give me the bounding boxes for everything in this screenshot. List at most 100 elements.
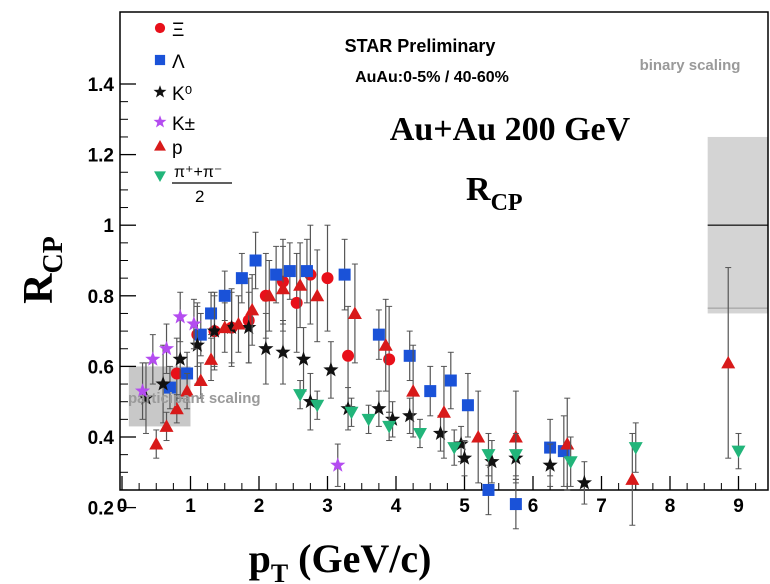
x-tick-label: 9 [733, 496, 744, 517]
y-tick-label: 1.2 [88, 146, 114, 167]
data-point [169, 401, 184, 415]
data-point [402, 407, 418, 423]
data-point [138, 390, 154, 405]
y-tick-label: 0.2 [88, 499, 114, 520]
data-point [241, 319, 257, 335]
data-point [186, 316, 202, 331]
data-point [194, 328, 207, 341]
data-point [424, 385, 437, 398]
y-tick-label: 0.6 [88, 357, 114, 378]
data-point [444, 374, 457, 387]
x-axis-title: pT (GeV/c) [249, 536, 432, 584]
axes: 0 1 2 3 4 5 6 7 8 9 0.2 0.4 0.6 0.8 1 1.2 1.4 [88, 11, 769, 520]
data-point [576, 474, 592, 490]
y-tick-label: 1.4 [88, 75, 115, 96]
legend-label: Λ [172, 52, 185, 73]
data-point [453, 436, 469, 451]
data-point [193, 373, 208, 387]
x-axis-title-sub: T [271, 559, 288, 584]
data-point [217, 320, 232, 334]
centrality-label: AuAu:0-5% / 40-60% [355, 69, 509, 86]
legend-marker [154, 54, 166, 66]
data-point [563, 456, 578, 469]
data-point [461, 399, 474, 412]
data-point [447, 442, 462, 455]
data-point [436, 405, 451, 418]
data-point [378, 338, 393, 351]
data-point [406, 384, 421, 397]
data-point [149, 437, 164, 450]
data-point [270, 268, 283, 281]
data-point [163, 381, 176, 394]
data-point [371, 400, 387, 416]
data-point [258, 340, 274, 356]
participant-scaling-label: participant scaling [128, 390, 261, 407]
data-point [293, 278, 308, 291]
y-axis-title: RCP [16, 236, 69, 304]
data-point [508, 449, 523, 462]
data-point [628, 442, 643, 455]
legend-marker [153, 85, 167, 98]
x-axis-title-unit: (GeV/c) [288, 536, 431, 581]
binary-scaling-label: binary scaling [640, 57, 741, 74]
data-point [721, 355, 736, 369]
data-point [310, 399, 325, 413]
data-point [310, 288, 325, 302]
data-point [204, 352, 219, 365]
plot-frame [119, 11, 769, 491]
legend-marker [154, 22, 166, 34]
y-axis-title-sub: CP [38, 236, 69, 273]
data-point [170, 367, 183, 380]
data-point [625, 472, 640, 485]
data-point [302, 393, 318, 409]
data-point [471, 430, 486, 443]
system-label: Au+Au 200 GeV [390, 111, 631, 148]
data-point [262, 288, 277, 302]
data-point [347, 306, 362, 319]
series-5 [293, 380, 746, 487]
y-tick-label: 1 [103, 216, 114, 237]
legend: ΞΛ K⁰ K± p π⁺+π⁻ 2 [153, 20, 232, 206]
data-point [290, 296, 303, 309]
x-tick-label: 8 [665, 496, 676, 517]
data-point [542, 457, 558, 472]
data-point [206, 323, 223, 338]
data-point [180, 384, 195, 397]
data-point [383, 353, 396, 366]
data-point [321, 272, 334, 285]
data-point [172, 308, 188, 324]
x-tick-label: 4 [391, 496, 402, 517]
data-point [158, 340, 175, 356]
data-point [293, 389, 308, 402]
data-point [484, 453, 500, 469]
x-tick-label: 6 [528, 496, 539, 517]
data-point [295, 351, 312, 366]
data-point [231, 317, 246, 330]
x-tick-label: 0 [117, 496, 128, 517]
data-point [344, 406, 359, 420]
data-point [338, 268, 351, 281]
data-point [456, 450, 473, 465]
x-axis-title-main: p [249, 536, 271, 581]
rcp-annotation-main: R [466, 171, 491, 208]
rcp-annotation: RCP [466, 171, 523, 216]
data-point [432, 425, 449, 440]
data-point [145, 351, 161, 366]
legend-marker [153, 115, 167, 128]
y-tick-label: 0.8 [88, 287, 114, 308]
series-3 [134, 291, 346, 487]
data-point [159, 419, 174, 432]
legend-marker [154, 171, 166, 182]
data-point [412, 427, 427, 441]
data-point [330, 457, 346, 472]
data-point [155, 376, 171, 391]
data-point [403, 349, 416, 362]
legend-marker [154, 140, 166, 151]
data-point [134, 383, 151, 398]
data-point [235, 272, 248, 285]
legend-label: K⁰ [172, 84, 192, 105]
data-point [249, 254, 262, 267]
data-point [342, 349, 355, 362]
data-point [275, 344, 291, 359]
data-point [731, 445, 746, 459]
